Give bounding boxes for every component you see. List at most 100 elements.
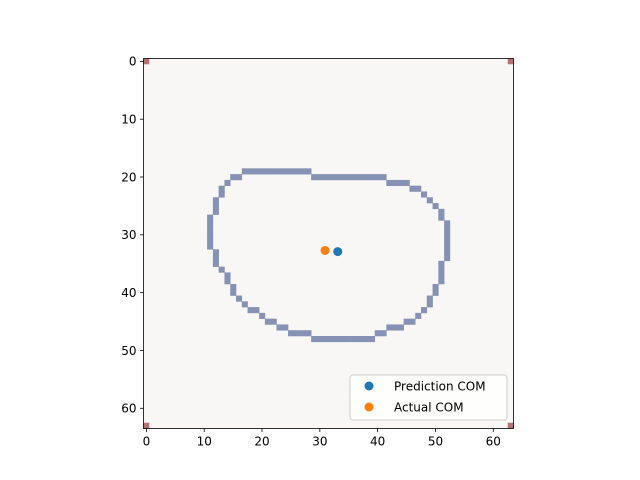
x-tick-label: 60 xyxy=(486,435,501,449)
contour-pixel xyxy=(444,237,451,244)
y-tick-label: 40 xyxy=(121,286,136,300)
contour-pixel xyxy=(438,208,445,215)
contour-pixel xyxy=(421,191,428,198)
legend-label: Prediction COM xyxy=(394,379,486,393)
contour-pixel xyxy=(328,336,335,343)
axes: 0 10 20 30 40 50 60 0 10 20 30 40 50 60 xyxy=(121,55,514,449)
legend-box xyxy=(349,374,508,421)
scatter-point xyxy=(333,247,343,257)
contour-pixel xyxy=(432,203,439,210)
legend-label: Actual COM xyxy=(394,400,464,414)
contour-pixel xyxy=(253,307,260,314)
contour-pixel xyxy=(340,174,347,181)
contour-pixel xyxy=(392,324,399,331)
contour-pixel xyxy=(397,179,404,186)
contour-pixel xyxy=(380,174,387,181)
contour-pixel xyxy=(409,318,416,325)
contour-pixel xyxy=(293,168,300,175)
contour-pixel xyxy=(322,336,329,343)
contour-pixel xyxy=(224,278,231,285)
contour-pixel xyxy=(207,220,214,227)
contour-pixel xyxy=(224,272,231,279)
contour-pixel xyxy=(426,301,433,308)
contour-pixel xyxy=(218,191,225,198)
contour-pixel xyxy=(380,330,387,337)
axes-frame xyxy=(143,58,514,429)
contour-pixel xyxy=(212,255,219,262)
contour-pixel xyxy=(421,307,428,314)
contour-pixel xyxy=(207,243,214,250)
legend-marker xyxy=(364,402,374,412)
contour-pixel xyxy=(415,312,422,319)
contour-pixel xyxy=(444,243,451,250)
contour-pixel xyxy=(259,168,266,175)
contour-pixel xyxy=(357,336,364,343)
corner-pixel xyxy=(143,58,150,65)
legend: Prediction COM Actual COM xyxy=(349,374,508,421)
contour-pixel xyxy=(241,168,248,175)
contour-pixel xyxy=(305,168,312,175)
contour-pixel xyxy=(363,174,370,181)
contour-pixel xyxy=(299,168,306,175)
corner-pixel xyxy=(143,422,150,429)
legend-marker xyxy=(364,381,374,391)
contour-pixel xyxy=(374,330,381,337)
x-tick-label: 40 xyxy=(370,435,385,449)
contour-pixel xyxy=(264,318,271,325)
contour-pixel xyxy=(212,249,219,256)
contour-pixel xyxy=(276,324,283,331)
contour-pixel xyxy=(264,168,271,175)
corner-pixel xyxy=(507,422,514,429)
corner-pixel xyxy=(507,58,514,65)
contour-pixel xyxy=(444,249,451,256)
contour-pixel xyxy=(438,278,445,285)
contour-pixel xyxy=(368,174,376,181)
contour-pixel xyxy=(438,260,445,267)
contour-pixel xyxy=(438,272,445,279)
scatter-points xyxy=(320,245,343,257)
contour-pixel xyxy=(305,330,312,337)
contour-pixel xyxy=(311,336,318,343)
contour-pixel xyxy=(253,168,260,175)
contour-pixel xyxy=(438,214,445,221)
contour-pixel xyxy=(218,185,225,192)
contour-pixel xyxy=(259,312,266,319)
contour-pixel xyxy=(351,174,358,181)
plot-area xyxy=(143,58,514,429)
contour-pixel xyxy=(212,260,219,267)
contour-pixel xyxy=(415,185,422,192)
contour-pixel xyxy=(374,174,381,181)
contour-pixel xyxy=(316,336,324,343)
contour-pixel xyxy=(386,324,393,331)
contour-pixel xyxy=(403,318,410,325)
scatter-point xyxy=(320,245,330,255)
contour-pixel xyxy=(409,185,416,192)
contour-pixel xyxy=(218,266,225,273)
contour xyxy=(207,168,451,343)
contour-pixel xyxy=(328,174,335,181)
contour-pixel xyxy=(236,174,243,181)
contour-pixel xyxy=(386,179,393,186)
contour-pixel xyxy=(340,336,347,343)
contour-pixel xyxy=(432,289,439,296)
contour-pixel xyxy=(397,324,404,331)
y-tick-label: 30 xyxy=(121,228,136,242)
x-tick-label: 30 xyxy=(312,435,327,449)
contour-pixel xyxy=(224,179,231,186)
contour-pixel xyxy=(345,336,352,343)
contour-pixel xyxy=(212,203,219,210)
contour-pixel xyxy=(334,336,341,343)
contour-pixel xyxy=(276,168,283,175)
contour-pixel xyxy=(311,174,318,181)
contour-pixel xyxy=(212,208,219,215)
contour-pixel xyxy=(392,179,399,186)
contour-pixel xyxy=(444,226,451,233)
contour-pixel xyxy=(345,174,352,181)
contour-pixel xyxy=(207,226,214,233)
contour-pixel xyxy=(288,330,295,337)
contour-pixel xyxy=(299,330,306,337)
contour-pixel xyxy=(426,197,433,204)
contour-pixel xyxy=(270,318,277,325)
contour-pixel xyxy=(207,237,214,244)
